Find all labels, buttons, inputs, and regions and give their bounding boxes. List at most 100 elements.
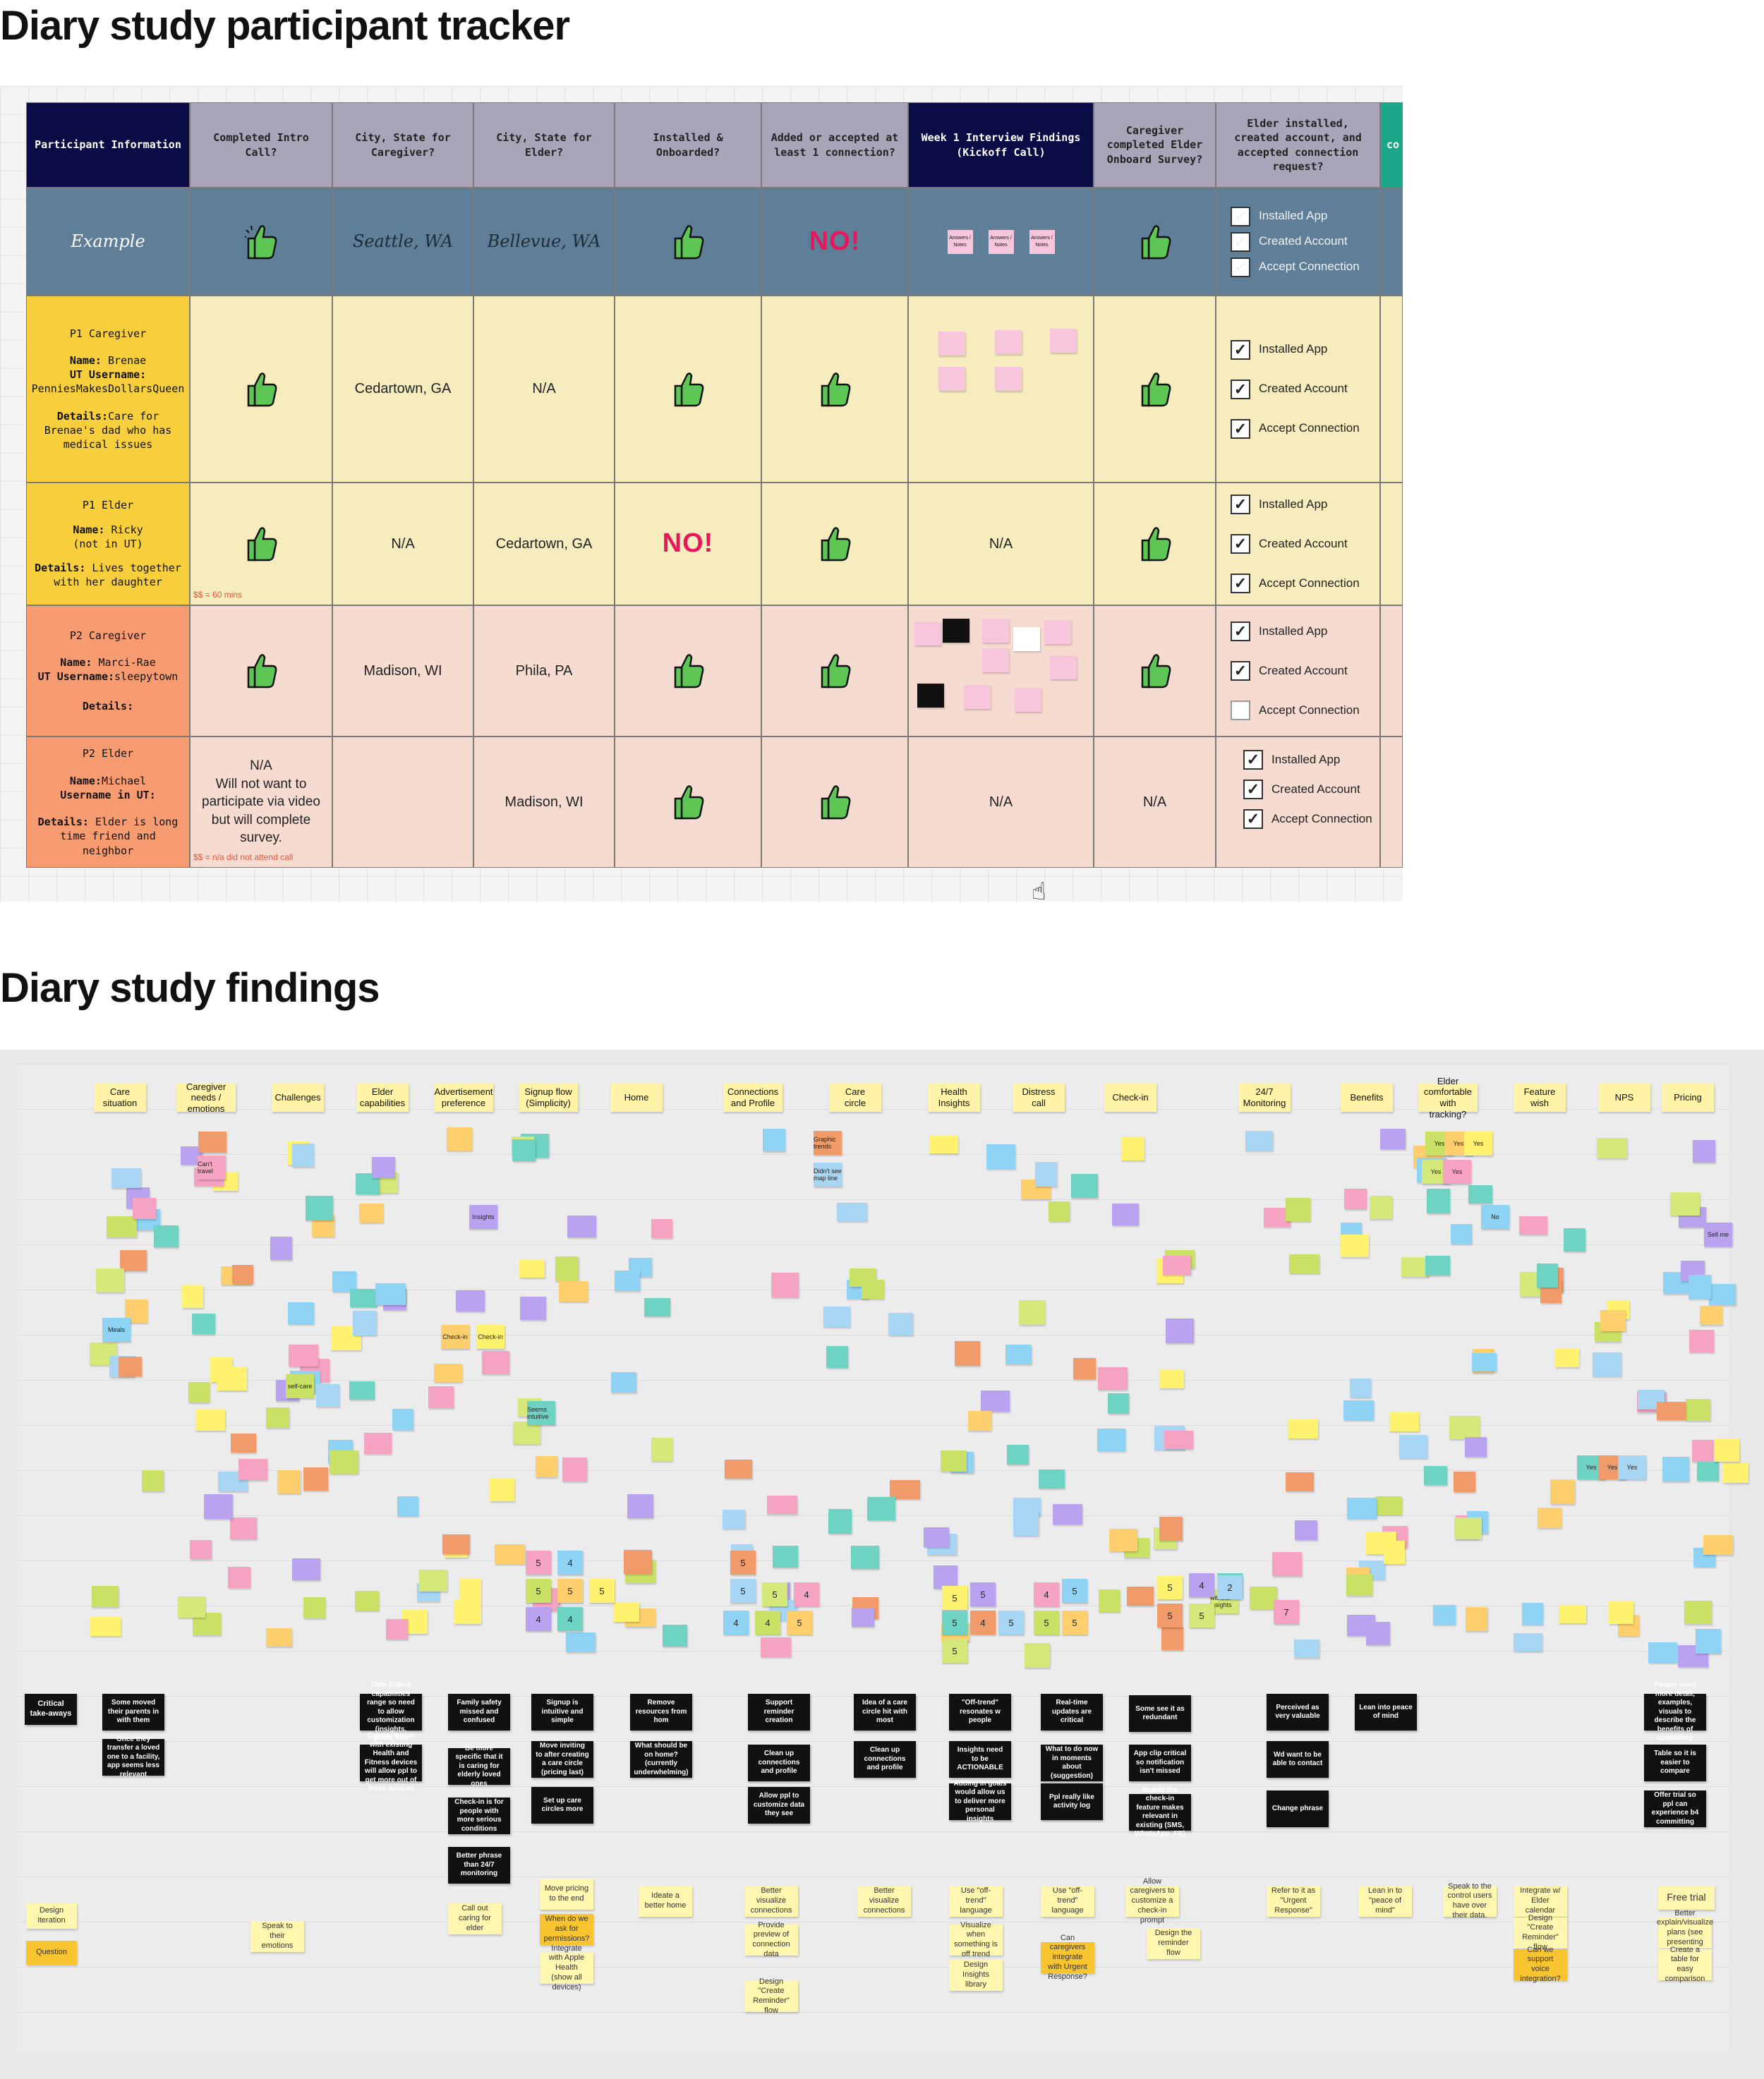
sticky-note — [90, 1617, 121, 1636]
checkbox-icon[interactable]: ✓ — [1231, 661, 1250, 681]
sticky-note — [1597, 1138, 1627, 1158]
sticky-note — [1684, 1601, 1712, 1624]
username-label: Username in UT: — [60, 788, 156, 801]
sticky-note — [1289, 1254, 1319, 1273]
example-city-elder: Bellevue, WA — [473, 188, 615, 296]
example-city-caregiver: Seattle, WA — [332, 188, 473, 296]
thumbs-up-icon — [1141, 527, 1171, 562]
sticky-note — [306, 1196, 333, 1220]
p2e-findings: N/A — [908, 737, 1094, 868]
sticky-note — [1098, 1367, 1128, 1390]
sticky-note — [761, 1637, 791, 1657]
sticky-note — [1537, 1263, 1558, 1287]
sticky-note — [763, 1129, 785, 1151]
checkbox-icon[interactable]: ✓ — [1231, 622, 1250, 641]
vote-count: 4 — [755, 1611, 780, 1635]
p2c-survey — [1094, 605, 1216, 737]
takeaway-card: Family safety missed and confused — [448, 1694, 510, 1731]
thumbs-up-icon — [821, 372, 851, 406]
check-row: ✓ Installed App — [1231, 206, 1327, 226]
sticky-note — [1425, 1256, 1450, 1275]
username-value: PenniesMakesDollarsQueen — [31, 382, 185, 396]
check-row: ✓ Installed App — [1243, 750, 1340, 770]
sticky-note — [270, 1237, 292, 1260]
sticky-note — [1013, 1511, 1039, 1536]
takeaway-card: "Off-trend" resonates w people — [949, 1694, 1011, 1731]
p2e-city-elder: Madison, WI — [473, 737, 615, 868]
inline-note: Check-in — [441, 1325, 469, 1349]
inline-note: No — [1481, 1205, 1509, 1229]
answer-note: Answers / Notes — [1029, 229, 1055, 254]
username-label: UT Username: — [37, 670, 115, 683]
iteration-card: Use "off-trend" language — [1041, 1886, 1094, 1917]
vote-count: 4 — [1034, 1582, 1059, 1606]
p1e-checks: ✓ Installed App ✓ Created Account ✓ Accept … — [1216, 483, 1380, 605]
checkbox-icon[interactable]: ✓ — [1231, 379, 1250, 399]
participant-title: P2 Elder — [82, 747, 134, 760]
sticky-note — [447, 1127, 472, 1151]
checkbox-icon[interactable]: ✓ — [1231, 418, 1250, 439]
p1c-city-caregiver: Cedartown, GA — [332, 296, 473, 483]
p1c-city-elder: N/A — [473, 296, 615, 483]
takeaway-card: Be more specific that it is caring for e… — [448, 1745, 510, 1788]
iteration-card: Design the reminder flow — [1147, 1928, 1200, 1959]
checkbox-icon[interactable]: ✓ — [1243, 750, 1263, 770]
checkbox-icon[interactable]: ✓ — [1231, 495, 1250, 514]
inline-note: Sell me — [1704, 1223, 1732, 1247]
participant-username: UT Username: PenniesMakesDollarsQueen — [32, 368, 185, 396]
p2e-city-caregiver — [332, 737, 473, 868]
takeaway-card: Real-time updates are critical — [1041, 1694, 1103, 1731]
takeaway-card: What to do now in moments about (suggest… — [1041, 1745, 1103, 1781]
sticky-note — [725, 1460, 752, 1479]
example-city-e: Bellevue, WA — [487, 231, 601, 252]
sticky-note — [1127, 1587, 1154, 1606]
sticky-note — [386, 1619, 408, 1639]
checkbox-icon[interactable]: ✓ — [1231, 231, 1250, 252]
sticky-note — [120, 1250, 147, 1271]
sticky-note — [292, 1144, 314, 1167]
name-value: Michael — [101, 774, 147, 787]
checkbox-icon[interactable]: ✓ — [1243, 809, 1263, 829]
sticky-note — [512, 1139, 536, 1161]
sticky-note — [353, 1311, 377, 1335]
sticky-note — [982, 648, 1009, 672]
sticky-note — [1380, 1129, 1406, 1149]
sticky-note — [428, 1386, 454, 1408]
checkbox-icon[interactable]: ✓ — [1231, 339, 1250, 360]
sticky-note — [456, 1290, 485, 1311]
column-header: Health Insights — [928, 1084, 980, 1112]
sticky-note — [1697, 1462, 1719, 1481]
sticky-note — [1522, 1603, 1543, 1625]
vote-count: 5 — [970, 1582, 996, 1606]
sticky-note — [1648, 1642, 1677, 1663]
checkbox-icon[interactable]: ✓ — [1231, 257, 1250, 277]
checkbox-icon[interactable] — [1231, 701, 1250, 720]
check-row: ✓ Accept Connection — [1231, 257, 1360, 277]
thumbs-up-icon — [1141, 372, 1171, 406]
inline-note: Meals — [102, 1318, 131, 1342]
findings-board: Care situation Caregiver needs / emotions… — [0, 1050, 1764, 2079]
column-header: NPS — [1598, 1084, 1650, 1112]
thumbs-up-icon — [821, 527, 851, 562]
sticky-note — [133, 1198, 156, 1219]
checkbox-icon[interactable]: ✓ — [1231, 574, 1250, 593]
sticky-note — [232, 1265, 253, 1284]
sticky-note — [142, 1470, 164, 1491]
column-header: Pricing — [1662, 1084, 1714, 1112]
sticky-note — [92, 1586, 119, 1607]
takeaway-card: Idea of a care circle hit with most — [854, 1694, 916, 1731]
sticky-note — [1555, 1348, 1579, 1367]
sticky-note — [1689, 1330, 1714, 1352]
checkbox-icon[interactable]: ✓ — [1231, 534, 1250, 554]
intro-text: N/A Will not want to participate via vid… — [202, 758, 320, 846]
thumbs-up-icon — [247, 527, 277, 562]
checkbox-icon[interactable]: ✓ — [1243, 780, 1263, 799]
participant-details: Details:Care for Brenae's dad who has me… — [32, 409, 183, 452]
column-header: 24/7 Monitoring — [1238, 1084, 1291, 1112]
thumbs-up-icon — [821, 654, 851, 689]
column-header: Distress call — [1013, 1084, 1065, 1112]
sticky-note — [995, 330, 1022, 354]
sticky-note — [852, 1608, 874, 1627]
checkbox-icon[interactable]: ✓ — [1231, 206, 1250, 226]
sticky-note — [934, 1565, 957, 1589]
